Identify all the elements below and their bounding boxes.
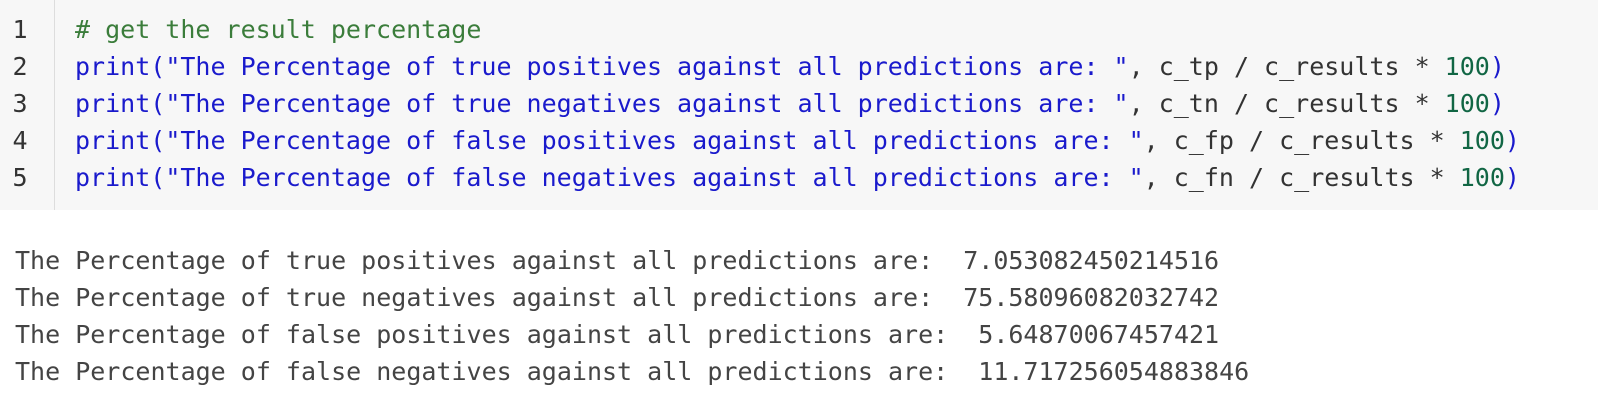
output-line: The Percentage of false negatives agains… [15,357,1250,386]
line-number: 5 [12,163,28,192]
code-token: print( [75,163,166,192]
code-token: , c_tn / c_results * [1128,89,1445,118]
output-line: The Percentage of false positives agains… [15,320,1220,349]
code-token: "The Percentage of false positives again… [165,126,1144,155]
code-token: , c_tp / c_results * [1128,52,1445,81]
code-token: print( [75,52,166,81]
line-number: 4 [12,126,28,155]
code-token: ) [1489,89,1505,118]
code-token: , c_fn / c_results * [1143,163,1460,192]
code-token: print( [75,126,166,155]
code-token: ) [1489,52,1505,81]
code-line: print("The Percentage of false positives… [75,122,1520,159]
line-number: 3 [12,89,28,118]
code-line: print("The Percentage of false negatives… [75,159,1520,196]
code-token: 100 [1459,126,1505,155]
code-line: print("The Percentage of true positives … [75,48,1505,85]
code-token: "The Percentage of false negatives again… [165,163,1144,192]
output-line: The Percentage of true negatives against… [15,283,1220,312]
line-number: 2 [12,52,28,81]
line-gutter [0,0,55,210]
code-token: 100 [1444,52,1490,81]
code-token: 100 [1459,163,1505,192]
output-line: The Percentage of true positives against… [15,246,1220,275]
line-number: 1 [12,15,28,44]
code-token: 100 [1444,89,1490,118]
code-line: # get the result percentage [75,11,481,48]
code-token: "The Percentage of true negatives agains… [165,89,1129,118]
code-line: print("The Percentage of true negatives … [75,85,1505,122]
code-token: "The Percentage of true positives agains… [165,52,1129,81]
code-block: 1 # get the result percentage 2 print("The … [0,0,1520,210]
code-token: , c_fp / c_results * [1143,126,1460,155]
code-token: ) [1504,126,1520,155]
code-token: print( [75,89,166,118]
code-token: # get the result percentage [75,15,482,44]
code-token: ) [1504,163,1520,192]
